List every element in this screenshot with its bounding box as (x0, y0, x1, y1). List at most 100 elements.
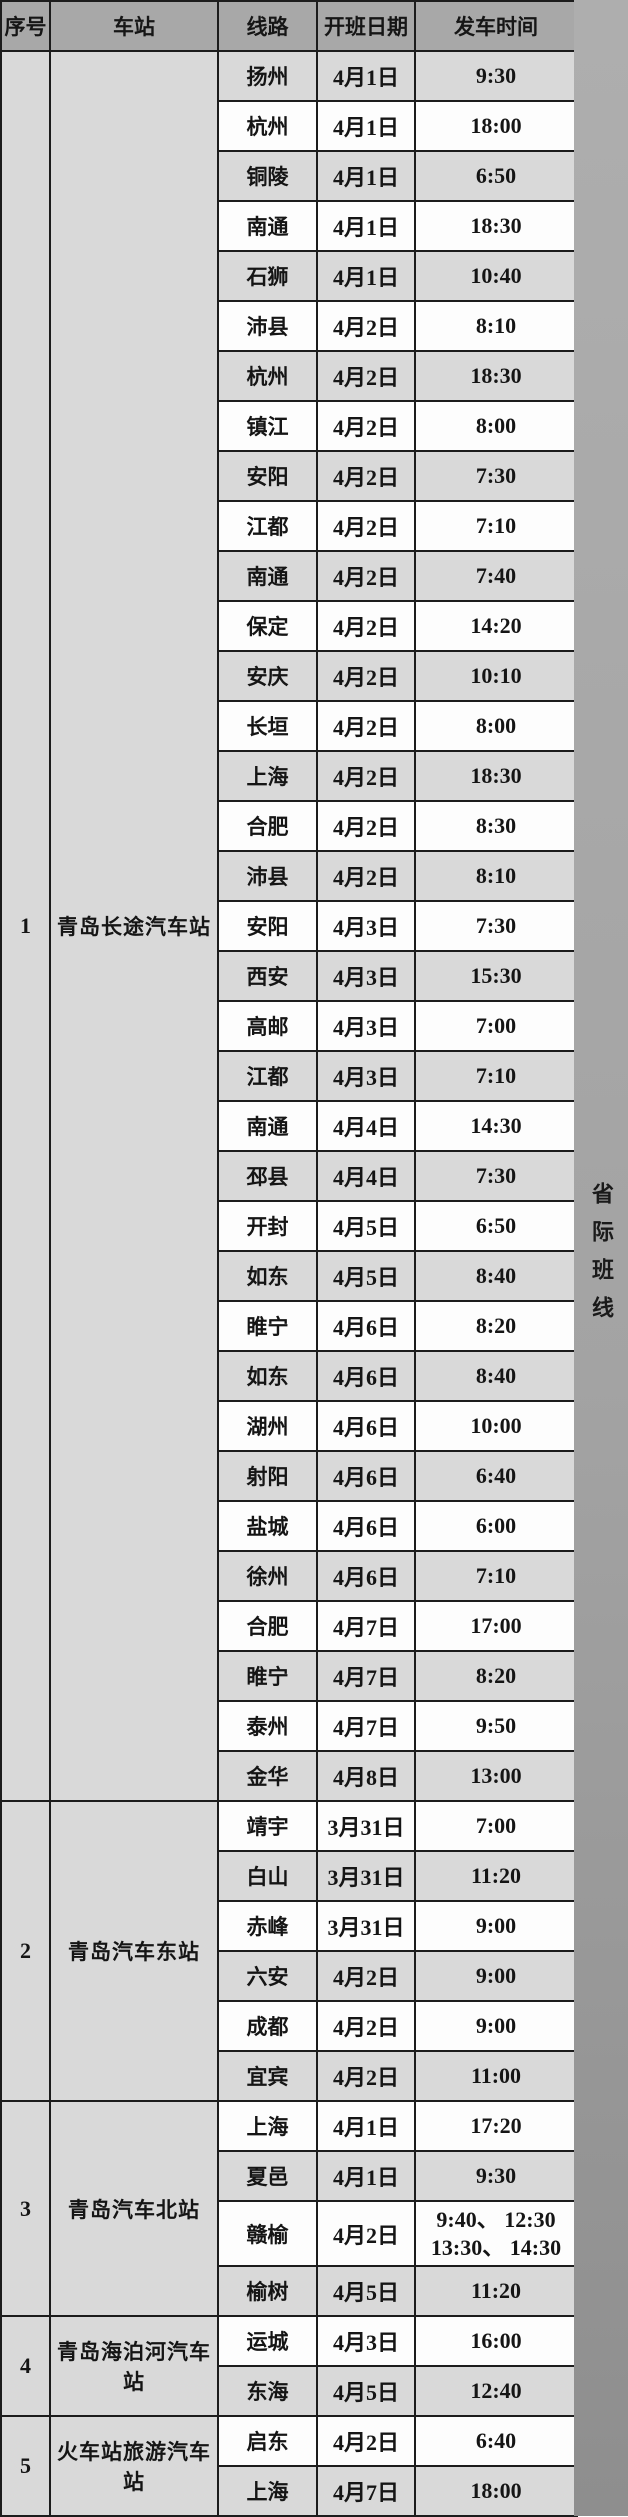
route-cell: 南通 (217, 1100, 318, 1152)
date-cell: 4月3日 (316, 900, 416, 952)
date-cell: 4月1日 (316, 100, 416, 152)
route-cell: 湖州 (217, 1400, 318, 1452)
table-row: 长垣 4月2日 8:00 (1, 700, 578, 752)
route-cell: 徐州 (217, 1550, 318, 1602)
time-cell: 10:00 (414, 1400, 578, 1452)
date-cell: 4月3日 (316, 1050, 416, 1102)
route-cell: 泰州 (217, 1700, 318, 1752)
route-cell: 合肥 (217, 800, 318, 852)
time-cell: 7:30 (414, 900, 578, 952)
table-row: 夏邑 4月1日 9:30 (1, 2150, 578, 2202)
date-cell: 3月31日 (316, 1800, 416, 1852)
date-cell: 4月6日 (316, 1350, 416, 1402)
route-cell: 安阳 (217, 450, 318, 502)
col-header-open-date: 开班日期 (316, 0, 416, 52)
route-cell: 安阳 (217, 900, 318, 952)
time-cell: 6:00 (414, 1500, 578, 1552)
date-cell: 4月2日 (316, 300, 416, 352)
index-cell: 5 (0, 2415, 51, 2517)
date-cell: 4月7日 (316, 1650, 416, 1702)
route-cell: 上海 (217, 2100, 318, 2152)
time-cell: 10:40 (414, 250, 578, 302)
table-row: 合肥 4月2日 8:30 (1, 800, 578, 852)
col-header-route: 线路 (217, 0, 318, 52)
table-row: 邳县 4月4日 7:30 (1, 1150, 578, 1202)
time-cell: 15:30 (414, 950, 578, 1002)
date-cell: 4月3日 (316, 950, 416, 1002)
time-cell: 18:00 (414, 2465, 578, 2517)
table-row: 如东 4月6日 8:40 (1, 1350, 578, 1402)
route-cell: 睢宁 (217, 1300, 318, 1352)
time-cell: 7:10 (414, 1550, 578, 1602)
table-row: 上海 4月7日 18:00 (1, 2465, 578, 2517)
date-cell: 4月1日 (316, 150, 416, 202)
date-cell: 4月1日 (316, 50, 416, 102)
date-cell: 4月1日 (316, 2150, 416, 2202)
table-row: 4 青岛海泊河汽车站 运城 4月3日 16:00 (0, 2315, 578, 2417)
station-cell: 青岛长途汽车站 (49, 50, 219, 1802)
table-row: 2 青岛汽车东站 靖宇 3月31日 7:00 (0, 1800, 578, 2102)
route-cell: 射阳 (217, 1450, 318, 1502)
time-cell: 7:10 (414, 1050, 578, 1102)
route-cell: 启东 (217, 2415, 318, 2467)
index-cell: 2 (0, 1800, 51, 2102)
time-cell: 8:40 (414, 1250, 578, 1302)
route-cell: 沛县 (217, 300, 318, 352)
time-cell: 11:20 (414, 1850, 578, 1902)
table-row: 江都 4月2日 7:10 (1, 500, 578, 552)
table-row: 泰州 4月7日 9:50 (1, 1700, 578, 1752)
time-cell: 18:30 (414, 750, 578, 802)
table-row: 开封 4月5日 6:50 (1, 1200, 578, 1252)
date-cell: 4月2日 (316, 2415, 416, 2467)
side-label-interprovincial-routes: 省际班线 (589, 1182, 614, 1334)
table-row: 沛县 4月2日 8:10 (1, 850, 578, 902)
time-cell: 7:10 (414, 500, 578, 552)
date-cell: 4月2日 (316, 750, 416, 802)
date-cell: 4月6日 (316, 1400, 416, 1452)
route-cell: 睢宁 (217, 1650, 318, 1702)
route-cell: 合肥 (217, 1600, 318, 1652)
date-cell: 4月2日 (316, 600, 416, 652)
index-cell: 1 (0, 50, 51, 1802)
table-row: 杭州 4月2日 18:30 (1, 350, 578, 402)
table-row: 徐州 4月6日 7:10 (1, 1550, 578, 1602)
route-cell: 南通 (217, 550, 318, 602)
table-row: 赣榆 4月2日 9:40、 12:30 13:30、 14:30 (1, 2200, 578, 2267)
route-cell: 扬州 (217, 50, 318, 102)
time-cell: 16:00 (414, 2315, 578, 2367)
time-cell: 7:00 (414, 1000, 578, 1052)
route-cell: 成都 (217, 2000, 318, 2052)
date-cell: 4月1日 (316, 250, 416, 302)
date-cell: 4月2日 (316, 850, 416, 902)
date-cell: 4月7日 (316, 1600, 416, 1652)
time-cell: 17:00 (414, 1600, 578, 1652)
date-cell: 4月2日 (316, 450, 416, 502)
date-cell: 3月31日 (316, 1900, 416, 1952)
route-cell: 铜陵 (217, 150, 318, 202)
time-cell: 8:20 (414, 1650, 578, 1702)
header-row: 序号 车站 线路 开班日期 发车时间 (0, 0, 578, 52)
time-cell: 17:20 (414, 2100, 578, 2152)
date-cell: 4月5日 (316, 1200, 416, 1252)
table-row: 睢宁 4月7日 8:20 (1, 1650, 578, 1702)
route-cell: 保定 (217, 600, 318, 652)
route-cell: 东海 (217, 2365, 318, 2417)
time-cell: 11:20 (414, 2265, 578, 2317)
route-cell: 长垣 (217, 700, 318, 752)
time-cell: 6:40 (414, 1450, 578, 1502)
route-cell: 江都 (217, 1050, 318, 1102)
bus-schedule-table: 序号 车站 线路 开班日期 发车时间 1 青岛长途汽车站 扬州 4月1日 9:30 杭州 4… (0, 0, 578, 2517)
date-cell: 4月2日 (316, 2000, 416, 2052)
date-cell: 4月2日 (316, 400, 416, 452)
table-row: 榆树 4月5日 11:20 (1, 2265, 578, 2317)
route-cell: 如东 (217, 1250, 318, 1302)
date-cell: 4月2日 (316, 1950, 416, 2002)
date-cell: 4月3日 (316, 2315, 416, 2367)
route-cell: 沛县 (217, 850, 318, 902)
date-cell: 4月4日 (316, 1100, 416, 1152)
route-cell: 邳县 (217, 1150, 318, 1202)
route-cell: 宜宾 (217, 2050, 318, 2102)
station-cell: 青岛海泊河汽车站 (49, 2315, 219, 2417)
date-cell: 4月5日 (316, 2265, 416, 2317)
